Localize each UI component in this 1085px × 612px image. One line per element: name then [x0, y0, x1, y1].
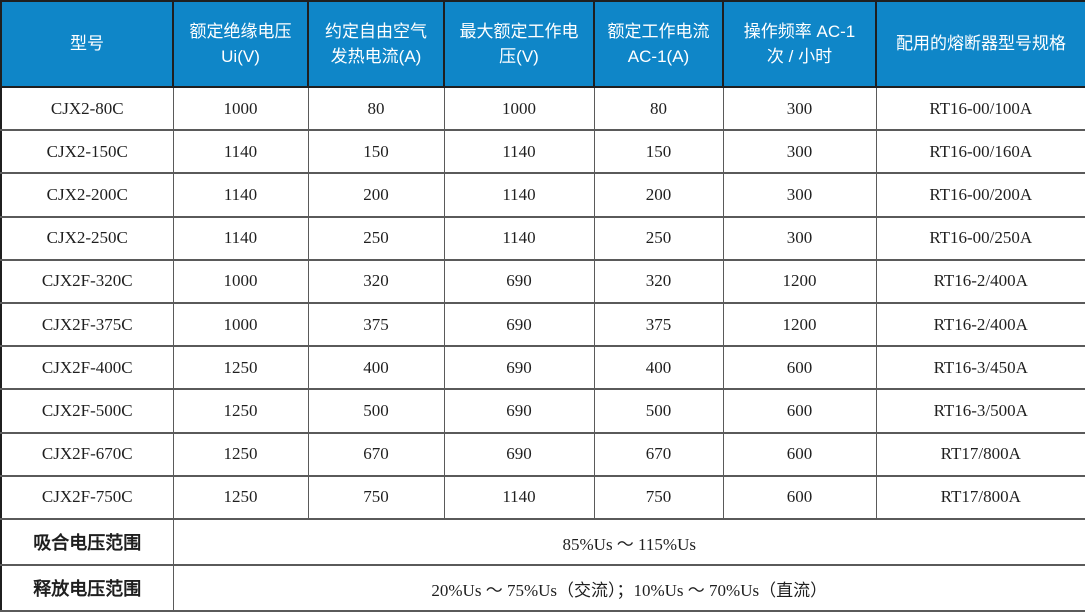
column-header-insulation-voltage: 额定绝缘电压 Ui(V)	[172, 0, 309, 88]
footer-value-release-voltage: 20%Us ～ 75%Us（交流）；10%Us ～ 70%Us（直流）	[172, 564, 1085, 612]
table-row: CJX2F-320C 1000 320 690 320 1200 RT16-2/…	[0, 258, 1085, 304]
table-cell: 1250	[172, 388, 309, 434]
table-cell: 375	[307, 301, 445, 348]
table-cell: 500	[307, 388, 445, 434]
table-cell: 250	[593, 215, 724, 261]
table-row: CJX2F-500C 1250 500 690 500 600 RT16-3/5…	[0, 388, 1085, 434]
table-cell: RT16-2/400A	[875, 258, 1085, 304]
table-cell: RT16-2/400A	[875, 301, 1085, 348]
footer-label-pickup-voltage: 吸合电压范围	[0, 518, 174, 566]
model-cell: CJX2-250C	[0, 215, 174, 261]
table-cell: RT16-00/250A	[875, 215, 1085, 261]
table-cell: 1000	[443, 85, 595, 132]
table-cell: 250	[307, 215, 445, 261]
column-header-model: 型号	[0, 0, 174, 88]
footer-value-pickup-voltage: 85%Us ～ 115%Us	[172, 518, 1085, 566]
table-cell: 1140	[443, 215, 595, 261]
table-cell: 690	[443, 258, 595, 304]
table-cell: 1000	[172, 258, 309, 304]
table-header-row: 型号 额定绝缘电压 Ui(V) 约定自由空气发热电流(A) 最大额定工作电压(V…	[0, 0, 1085, 88]
table-cell: 1000	[172, 85, 309, 132]
table-cell: 750	[593, 474, 724, 521]
table-cell: 750	[307, 474, 445, 521]
table-cell: 690	[443, 431, 595, 477]
table-row: CJX2-150C 1140 150 1140 150 300 RT16-00/…	[0, 129, 1085, 175]
table-row: CJX2-200C 1140 200 1140 200 300 RT16-00/…	[0, 172, 1085, 218]
table-cell: RT17/800A	[875, 431, 1085, 477]
table-cell: 600	[722, 431, 877, 477]
model-cell: CJX2-150C	[0, 129, 174, 175]
table-row: CJX2-250C 1140 250 1140 250 300 RT16-00/…	[0, 215, 1085, 261]
table-cell: 1140	[443, 172, 595, 218]
table-cell: 150	[593, 129, 724, 175]
table-cell: 1140	[172, 215, 309, 261]
table-cell: 80	[593, 85, 724, 132]
table-row: CJX2F-375C 1000 375 690 375 1200 RT16-2/…	[0, 301, 1085, 348]
table-cell: 1000	[172, 301, 309, 348]
table-cell: RT16-3/500A	[875, 388, 1085, 434]
footer-row-pickup-voltage: 吸合电压范围 85%Us ～ 115%Us	[0, 518, 1085, 566]
table-cell: 200	[593, 172, 724, 218]
table-cell: 80	[307, 85, 445, 132]
table-cell: 1250	[172, 474, 309, 521]
table-cell: 690	[443, 388, 595, 434]
table-cell: 1250	[172, 345, 309, 391]
footer-row-release-voltage: 释放电压范围 20%Us ～ 75%Us（交流）；10%Us ～ 70%Us（直…	[0, 564, 1085, 612]
table-cell: 600	[722, 345, 877, 391]
column-header-max-working-voltage: 最大额定工作电压(V)	[443, 0, 595, 88]
model-cell: CJX2-200C	[0, 172, 174, 218]
model-cell: CJX2-80C	[0, 85, 174, 132]
table-cell: RT17/800A	[875, 474, 1085, 521]
table-cell: 500	[593, 388, 724, 434]
table-row: CJX2F-670C 1250 670 690 670 600 RT17/800…	[0, 431, 1085, 477]
table-cell: 300	[722, 85, 877, 132]
table-row: CJX2F-400C 1250 400 690 400 600 RT16-3/4…	[0, 345, 1085, 391]
table-cell: 300	[722, 129, 877, 175]
table-cell: 1140	[172, 172, 309, 218]
table-cell: 600	[722, 474, 877, 521]
table-cell: 1140	[172, 129, 309, 175]
table-cell: RT16-00/200A	[875, 172, 1085, 218]
column-header-thermal-current: 约定自由空气发热电流(A)	[307, 0, 445, 88]
table-cell: 1140	[443, 474, 595, 521]
table-cell: 670	[593, 431, 724, 477]
column-header-fuse-spec: 配用的熔断器型号规格	[875, 0, 1085, 88]
column-header-operating-frequency: 操作频率 AC-1 次 / 小时	[722, 0, 877, 88]
column-header-rated-current: 额定工作电流 AC-1(A)	[593, 0, 724, 88]
model-cell: CJX2F-400C	[0, 345, 174, 391]
table-cell: 300	[722, 172, 877, 218]
table-cell: 1200	[722, 301, 877, 348]
table-cell: 1250	[172, 431, 309, 477]
table-cell: 300	[722, 215, 877, 261]
table-cell: 200	[307, 172, 445, 218]
footer-label-release-voltage: 释放电压范围	[0, 564, 174, 612]
model-cell: CJX2F-375C	[0, 301, 174, 348]
table-cell: RT16-00/160A	[875, 129, 1085, 175]
table-cell: RT16-3/450A	[875, 345, 1085, 391]
table-cell: 670	[307, 431, 445, 477]
table-cell: 690	[443, 301, 595, 348]
model-cell: CJX2F-670C	[0, 431, 174, 477]
table-footer: 吸合电压范围 85%Us ～ 115%Us 释放电压范围 20%Us ～ 75%…	[0, 518, 1085, 612]
model-cell: CJX2F-750C	[0, 474, 174, 521]
model-cell: CJX2F-500C	[0, 388, 174, 434]
table-cell: 320	[593, 258, 724, 304]
table-row: CJX2-80C 1000 80 1000 80 300 RT16-00/100…	[0, 85, 1085, 132]
table-cell: 320	[307, 258, 445, 304]
model-cell: CJX2F-320C	[0, 258, 174, 304]
table-cell: 150	[307, 129, 445, 175]
table-cell: RT16-00/100A	[875, 85, 1085, 132]
table-cell: 690	[443, 345, 595, 391]
table-cell: 1140	[443, 129, 595, 175]
table-body: CJX2-80C 1000 80 1000 80 300 RT16-00/100…	[0, 85, 1085, 521]
table-cell: 600	[722, 388, 877, 434]
table-cell: 1200	[722, 258, 877, 304]
table-cell: 400	[593, 345, 724, 391]
table-cell: 375	[593, 301, 724, 348]
table-cell: 400	[307, 345, 445, 391]
table-row: CJX2F-750C 1250 750 1140 750 600 RT17/80…	[0, 474, 1085, 521]
